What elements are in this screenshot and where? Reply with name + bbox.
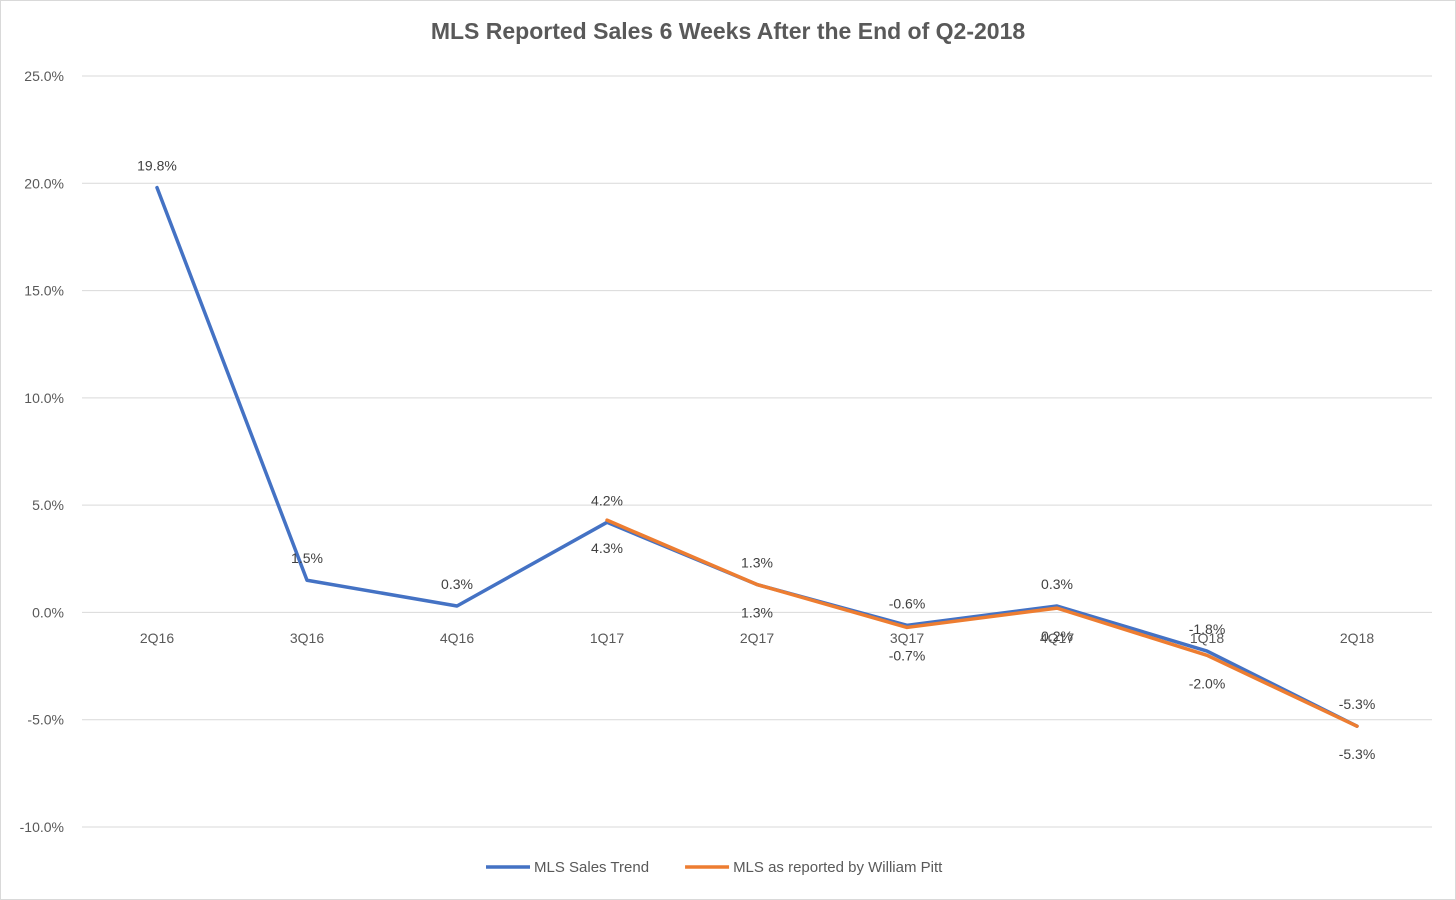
x-tick-label: 3Q16 <box>290 630 324 646</box>
y-tick-label: -5.0% <box>27 712 64 728</box>
x-tick-label: 2Q18 <box>1340 630 1374 646</box>
data-label: 19.8% <box>137 158 177 174</box>
x-tick-label: 2Q16 <box>140 630 174 646</box>
data-label: 4.2% <box>591 492 623 508</box>
data-label: -5.3% <box>1339 746 1376 762</box>
x-tick-label: 1Q18 <box>1190 630 1224 646</box>
series-lines <box>155 185 1359 728</box>
data-label: 1.3% <box>741 605 773 621</box>
data-label: 4.3% <box>591 540 623 556</box>
data-label: -2.0% <box>1189 675 1226 691</box>
x-tick-label: 4Q17 <box>1040 630 1074 646</box>
x-tick-label: 4Q16 <box>440 630 474 646</box>
data-label: -1.8% <box>1189 621 1226 637</box>
data-label: -5.3% <box>1339 696 1376 712</box>
legend-label: MLS Sales Trend <box>534 859 649 876</box>
data-label: 0.3% <box>1041 576 1073 592</box>
data-labels: 19.8% 1.5% 0.3% 4.2% 1.3% -0.6% 0.3% -1.8% -5.3%… <box>137 158 1375 763</box>
data-label: 1.3% <box>741 555 773 571</box>
data-label: -0.7% <box>889 647 926 663</box>
y-tick-label: 5.0% <box>32 497 64 513</box>
y-tick-label: 15.0% <box>24 283 64 299</box>
series-line-2 <box>605 518 1359 728</box>
y-axis-ticks: 25.0% 20.0% 15.0% 10.0% 5.0% 0.0% -5.0% -10.0% <box>20 68 64 835</box>
x-tick-label: 1Q17 <box>590 630 624 646</box>
x-axis-ticks: 2Q16 3Q16 4Q16 1Q17 2Q17 3Q17 4Q17 1Q18 2Q18 <box>140 630 1374 646</box>
y-tick-label: 0.0% <box>32 604 64 620</box>
data-label: -0.6% <box>889 595 926 611</box>
y-tick-label: 20.0% <box>24 175 64 191</box>
legend: MLS Sales Trend MLS as reported by Willia… <box>486 859 943 876</box>
x-tick-label: 3Q17 <box>890 630 924 646</box>
data-label: 0.3% <box>441 576 473 592</box>
data-label: 1.5% <box>291 550 323 566</box>
chart-title: MLS Reported Sales 6 Weeks After the End… <box>430 18 1026 44</box>
y-tick-label: 25.0% <box>24 68 64 84</box>
legend-label: MLS as reported by William Pitt <box>733 859 943 876</box>
y-tick-label: 10.0% <box>24 390 64 406</box>
x-tick-label: 2Q17 <box>740 630 774 646</box>
y-tick-label: -10.0% <box>20 819 64 835</box>
gridlines <box>82 75 1432 828</box>
data-label: 0.2% <box>1041 628 1073 644</box>
